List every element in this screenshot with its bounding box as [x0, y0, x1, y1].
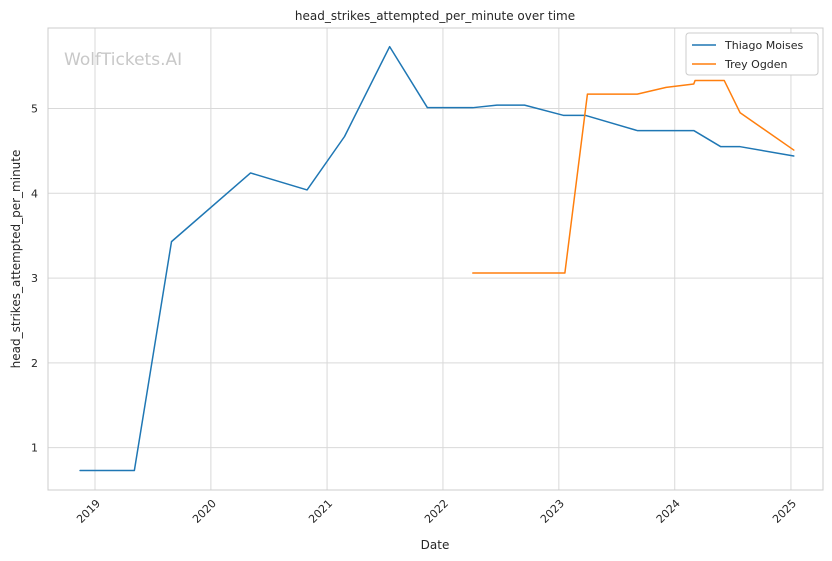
chart-title: head_strikes_attempted_per_minute over t…: [295, 9, 575, 23]
y-tick-2: 2: [31, 357, 38, 370]
legend-label-trey-ogden: Trey Ogden: [724, 58, 788, 71]
x-tick-2022: 2022: [422, 497, 451, 526]
legend: Thiago Moises Trey Ogden: [685, 32, 819, 76]
y-tick-5: 5: [31, 103, 38, 116]
x-tick-2020: 2020: [190, 497, 219, 526]
watermark: WolfTickets.AI: [64, 50, 182, 70]
y-tick-3: 3: [31, 272, 38, 285]
legend-label-thiago-moises: Thiago Moises: [724, 39, 803, 52]
x-tick-2024: 2024: [654, 497, 683, 526]
horizontal-grid: [48, 108, 823, 449]
x-tick-2025: 2025: [770, 497, 799, 526]
x-tick-2021: 2021: [306, 497, 335, 526]
plot-frame: [47, 27, 824, 491]
series-lines: [79, 45, 795, 472]
y-axis-label: head_strikes_attempted_per_minute: [9, 150, 23, 369]
legend-box: [685, 32, 819, 76]
y-tick-4: 4: [31, 187, 38, 200]
y-tick-1: 1: [31, 442, 38, 455]
x-tick-labels: 2019 2020 2021 2022 2023 2024 2025: [74, 497, 799, 526]
x-axis-label: Date: [421, 538, 450, 552]
x-tick-2019: 2019: [74, 497, 103, 526]
vertical-grid: [94, 28, 792, 490]
y-tick-labels: 1 2 3 4 5: [31, 103, 38, 455]
x-tick-2023: 2023: [538, 497, 567, 526]
series-line-thiago-moises: [79, 45, 795, 472]
series-line-trey-ogden: [472, 79, 795, 274]
